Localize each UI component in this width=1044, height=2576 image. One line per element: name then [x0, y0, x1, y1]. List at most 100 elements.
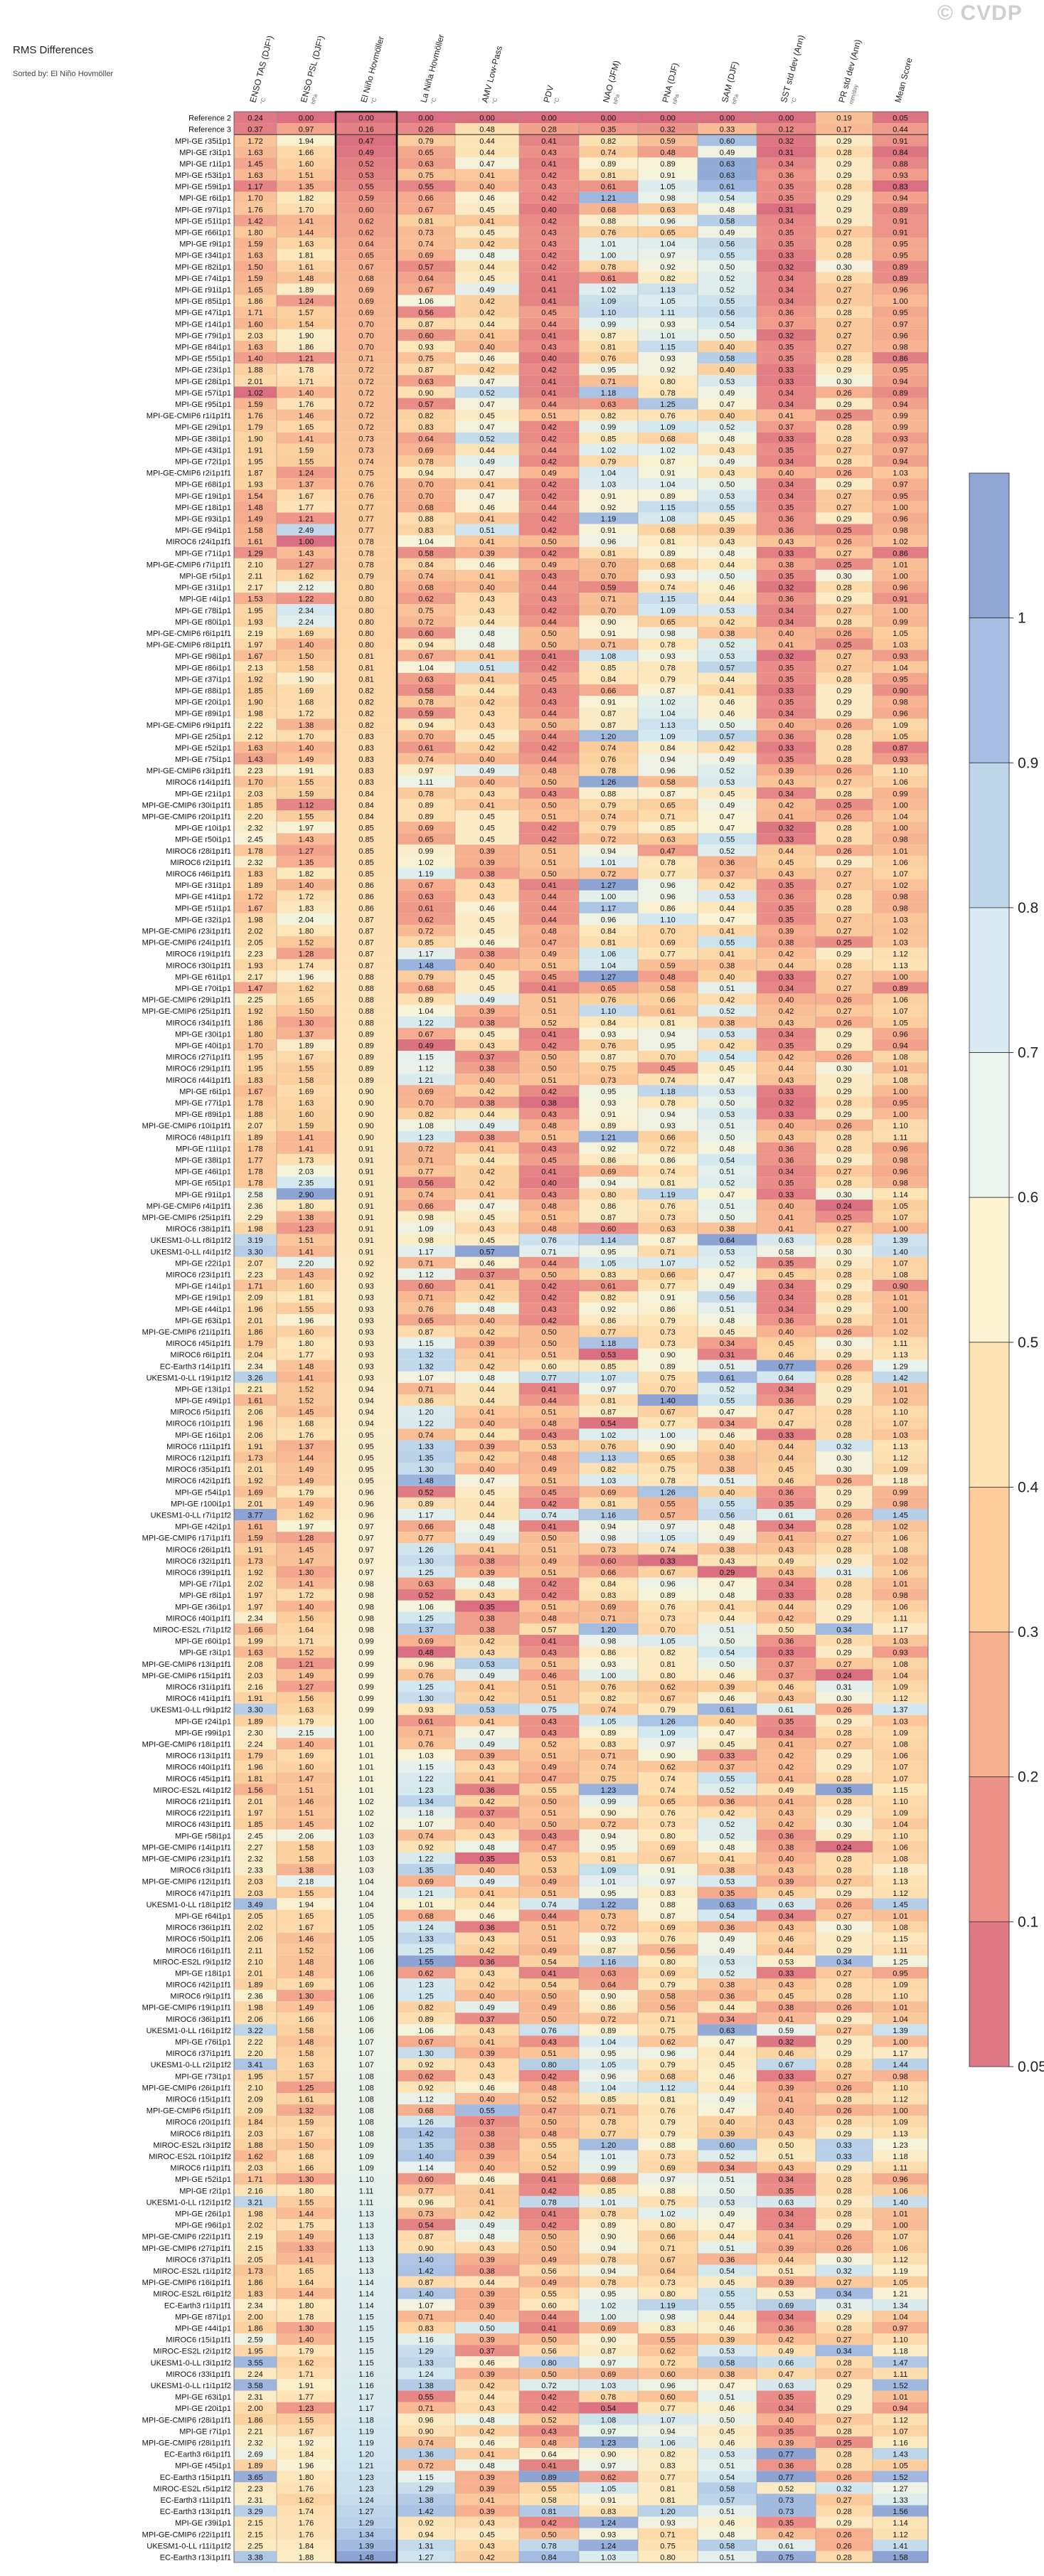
cell-value: 0.42 [541, 366, 556, 375]
cell-value: 1.60 [299, 1283, 314, 1291]
heatmap-cell [638, 329, 698, 341]
cell-value: 0.31 [836, 2301, 851, 2310]
cell-value: 0.42 [479, 1946, 494, 1955]
row-label: MPI-GE r18i1p1 [175, 504, 231, 512]
cell-value: 0.70 [601, 572, 616, 581]
column-header: AMV Low-Pass [479, 45, 504, 104]
cell-value: 1.63 [247, 171, 262, 180]
cell-value: 0.47 [479, 1202, 494, 1211]
cell-value: 3.55 [247, 2359, 262, 2368]
cell-value: 0.99 [358, 1660, 373, 1669]
heatmap-cell [873, 329, 928, 341]
cell-value: 1.07 [893, 1775, 907, 1783]
heatmap-cell [519, 432, 579, 444]
cell-value: 0.53 [720, 378, 735, 386]
cell-value: 0.97 [299, 126, 314, 134]
cell-value: 0.26 [836, 813, 851, 822]
cell-value: 0.36 [779, 733, 794, 741]
cell-value: 0.27 [836, 664, 851, 672]
heatmap-cell [873, 467, 928, 479]
cell-value: 1.02 [660, 699, 675, 707]
cell-value: 0.60 [601, 1225, 616, 1234]
cell-value: 0.78 [601, 2279, 616, 2287]
cell-value: 0.81 [601, 1855, 616, 1863]
cell-value: 0.45 [479, 206, 494, 214]
cell-value: 0.27 [836, 916, 851, 924]
row-label: MPI-GE-CMIP6 r2i1p1f1 [147, 470, 231, 478]
cell-value: 0.53 [779, 1958, 794, 1966]
cell-value: 0.58 [660, 778, 675, 787]
cell-value: 1.66 [299, 2015, 314, 2024]
cell-value: 0.63 [601, 1969, 616, 1978]
cell-value: 0.32 [779, 584, 794, 593]
cell-value: 0.54 [601, 1420, 616, 1429]
cell-value: 0.53 [541, 1443, 556, 1451]
cell-value: 1.33 [299, 2244, 314, 2253]
cell-value: 0.82 [601, 1695, 616, 1703]
cell-value: 0.87 [601, 332, 616, 340]
cell-value: 0.80 [358, 595, 373, 604]
cell-value: 0.43 [479, 1935, 494, 1944]
heatmap-cell [234, 352, 277, 364]
cell-value: 0.35 [779, 904, 794, 913]
heatmap-cell [397, 249, 455, 261]
cell-value: 0.89 [358, 1042, 373, 1051]
cell-value: 0.98 [893, 893, 907, 901]
cell-value: 1.72 [247, 137, 262, 146]
heatmap-cell [519, 306, 579, 318]
cell-value: 1.05 [601, 1717, 616, 1726]
cell-value: 0.48 [479, 1580, 494, 1589]
cell-value: 1.17 [418, 1512, 433, 1520]
cell-value: 0.27 [836, 549, 851, 558]
cell-value: 1.69 [299, 687, 314, 695]
heatmap-cell [698, 512, 757, 524]
cell-value: 0.72 [601, 836, 616, 844]
cell-value: 1.55 [418, 1958, 433, 1966]
heatmap-cell [336, 478, 397, 490]
cell-value: 0.62 [660, 2038, 675, 2047]
cell-value: 0.91 [358, 1168, 373, 1177]
cell-value: 0.33 [836, 2153, 851, 2161]
cell-value: 0.78 [660, 389, 675, 398]
cell-value: 0.38 [720, 1465, 735, 1474]
cell-value: 0.69 [601, 1168, 616, 1177]
heatmap-cell [579, 512, 638, 524]
cell-value: 0.73 [418, 2210, 433, 2219]
cell-value: 0.47 [779, 1409, 794, 1417]
cell-value: 1.51 [299, 171, 314, 180]
cell-value: 1.79 [247, 423, 262, 432]
cell-value: 1.70 [247, 1042, 262, 1051]
cell-value: 0.93 [893, 756, 907, 764]
heatmap-cell [455, 432, 519, 444]
cell-value: 0.41 [779, 1214, 794, 1222]
heatmap-cell [873, 180, 928, 192]
cell-value: 0.44 [479, 320, 494, 329]
heatmap-cell [757, 157, 816, 169]
cell-value: 1.08 [358, 2084, 373, 2092]
cell-value: 0.60 [660, 2370, 675, 2379]
cell-value: 0.28 [836, 584, 851, 593]
cell-value: 0.68 [660, 526, 675, 535]
cell-value: 0.33 [779, 1591, 794, 1600]
cell-value: 0.49 [779, 1786, 794, 1795]
cell-value: 0.40 [779, 470, 794, 478]
cell-value: 0.25 [836, 412, 851, 420]
heatmap-cell [397, 409, 455, 421]
cell-value: 0.61 [779, 1706, 794, 1714]
cell-value: 0.67 [418, 652, 433, 661]
cell-value: 1.02 [893, 1557, 907, 1566]
cell-value: 0.45 [779, 859, 794, 867]
cell-value: 1.40 [299, 641, 314, 650]
heatmap-cell [757, 317, 816, 329]
cell-value: 1.30 [418, 1557, 433, 1566]
cell-value: 0.93 [660, 355, 675, 364]
cell-value: 0.79 [660, 2130, 675, 2138]
cell-value: 0.28 [836, 744, 851, 753]
cell-value: 0.40 [479, 962, 494, 970]
cell-value: 0.35 [779, 572, 794, 581]
cell-value: 0.43 [779, 1546, 794, 1554]
cell-value: 2.13 [247, 664, 262, 672]
cell-value: 0.29 [836, 1614, 851, 1623]
heatmap-cell [336, 169, 397, 181]
cell-value: 0.69 [779, 2301, 794, 2310]
